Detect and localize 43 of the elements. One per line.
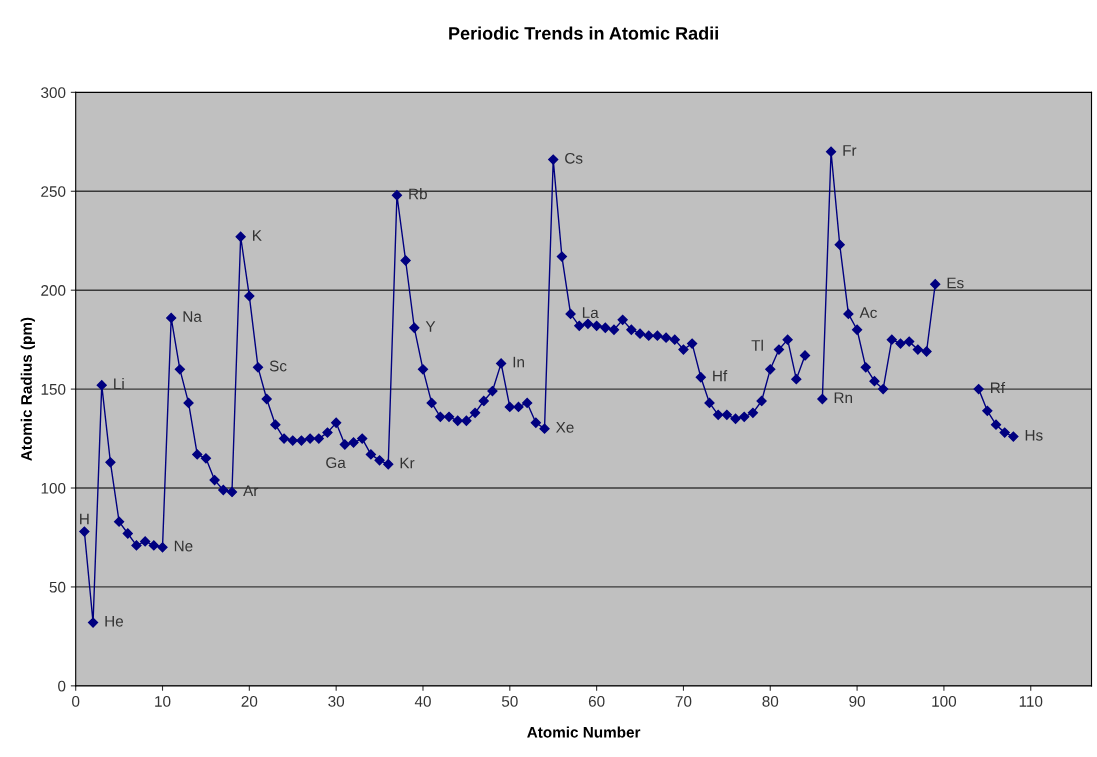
annotation: In [513, 356, 524, 368]
x-axis-title: Atomic Number [527, 726, 641, 738]
x-tick-label: 110 [1019, 695, 1043, 707]
annotation: Sc [269, 360, 287, 372]
annotation: Rn [834, 392, 853, 403]
annotation: He [105, 615, 124, 627]
annotation: Li [114, 378, 124, 390]
annotation: Es [947, 277, 964, 289]
annotation: Na [183, 311, 202, 322]
x-tick-label: 0 [72, 695, 80, 707]
x-tick-label: 30 [328, 695, 345, 707]
annotation: Y [425, 321, 436, 332]
annotation: Hf [713, 370, 728, 382]
y-tick-label: 100 [41, 482, 66, 494]
annotation: Fr [843, 145, 857, 156]
y-tick-label: 200 [41, 285, 66, 296]
annotation: Cs [565, 152, 583, 164]
x-tick-label: 20 [241, 695, 258, 707]
x-tick-label: 70 [675, 695, 692, 707]
y-tick-label: 250 [41, 186, 66, 197]
x-tick-label: 100 [932, 695, 957, 707]
annotation: H [80, 513, 89, 525]
annotation: Kr [400, 457, 415, 469]
annotation: K [253, 230, 262, 241]
annotation: Hs [1025, 430, 1043, 441]
annotation: Ne [174, 540, 193, 552]
annotation: Xe [555, 422, 574, 433]
x-tick-label: 60 [588, 695, 605, 707]
x-tick-label: 40 [414, 695, 431, 707]
annotation: Tl [751, 339, 763, 351]
x-tick-label: 90 [849, 695, 865, 707]
chart-title: Periodic Trends in Atomic Radii [449, 26, 718, 40]
y-tick-label: 0 [58, 680, 66, 692]
y-tick-label: 150 [41, 383, 66, 395]
y-tick-label: 50 [49, 581, 66, 593]
annotation: La [582, 307, 599, 319]
y-tick-label: 300 [41, 87, 66, 99]
annotation: Ga [326, 457, 346, 469]
x-tick-label: 50 [501, 695, 518, 707]
annotation: Ac [859, 307, 877, 319]
x-tick-label: 80 [762, 695, 779, 707]
x-tick-label: 10 [155, 695, 171, 707]
y-axis-title: Atomic Radius (pm) [20, 317, 35, 461]
